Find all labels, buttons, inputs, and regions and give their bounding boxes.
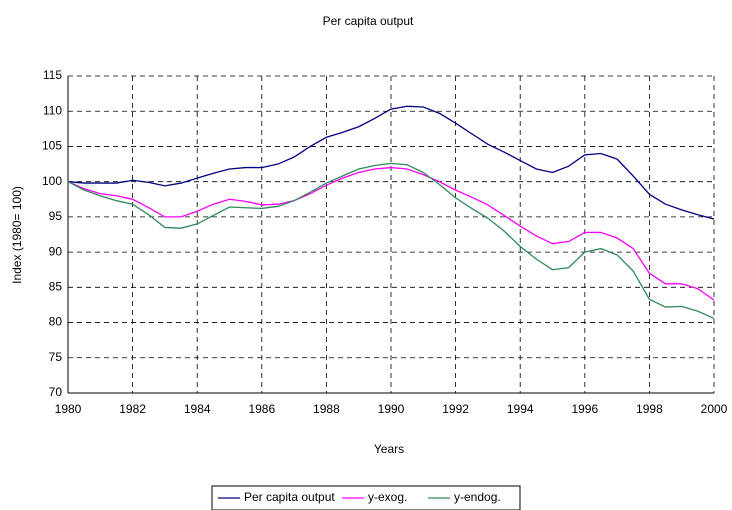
y-axis-label: Index (1980= 100): [10, 186, 24, 284]
x-axis-label: Years: [374, 442, 404, 456]
y-tick-label: 85: [49, 280, 63, 294]
x-tick-label: 1988: [313, 402, 340, 416]
y-tick-label: 75: [49, 350, 63, 364]
y-tick-label: 70: [49, 385, 63, 399]
x-tick-label: 1986: [248, 402, 275, 416]
x-tick-label: 1998: [636, 402, 663, 416]
x-tick-label: 1994: [507, 402, 534, 416]
y-tick-label: 95: [49, 209, 63, 223]
legend-label: y-exog.: [368, 490, 407, 504]
y-tick-label: 100: [42, 174, 62, 188]
y-tick-label: 90: [49, 244, 63, 258]
series-line: [67, 105, 715, 220]
y-tick-label: 115: [43, 68, 62, 82]
x-tick-label: 1980: [55, 402, 82, 416]
series-line: [67, 166, 715, 301]
series-line: [67, 162, 715, 319]
y-tick-label: 105: [42, 139, 62, 153]
y-tick-label: 110: [43, 103, 62, 117]
x-tick-label: 1990: [378, 402, 405, 416]
legend-box: [211, 485, 521, 510]
chart-title: Per capita output: [323, 14, 414, 28]
x-tick-label: 1982: [119, 402, 146, 416]
x-tick-label: 1996: [571, 402, 598, 416]
x-tick-label: 1984: [184, 402, 211, 416]
legend-label: y-endog.: [454, 490, 501, 504]
y-tick-label: 80: [49, 315, 63, 329]
x-tick-label: 2000: [701, 402, 728, 416]
x-tick-label: 1992: [442, 402, 469, 416]
legend-label: Per capita output: [244, 490, 335, 504]
